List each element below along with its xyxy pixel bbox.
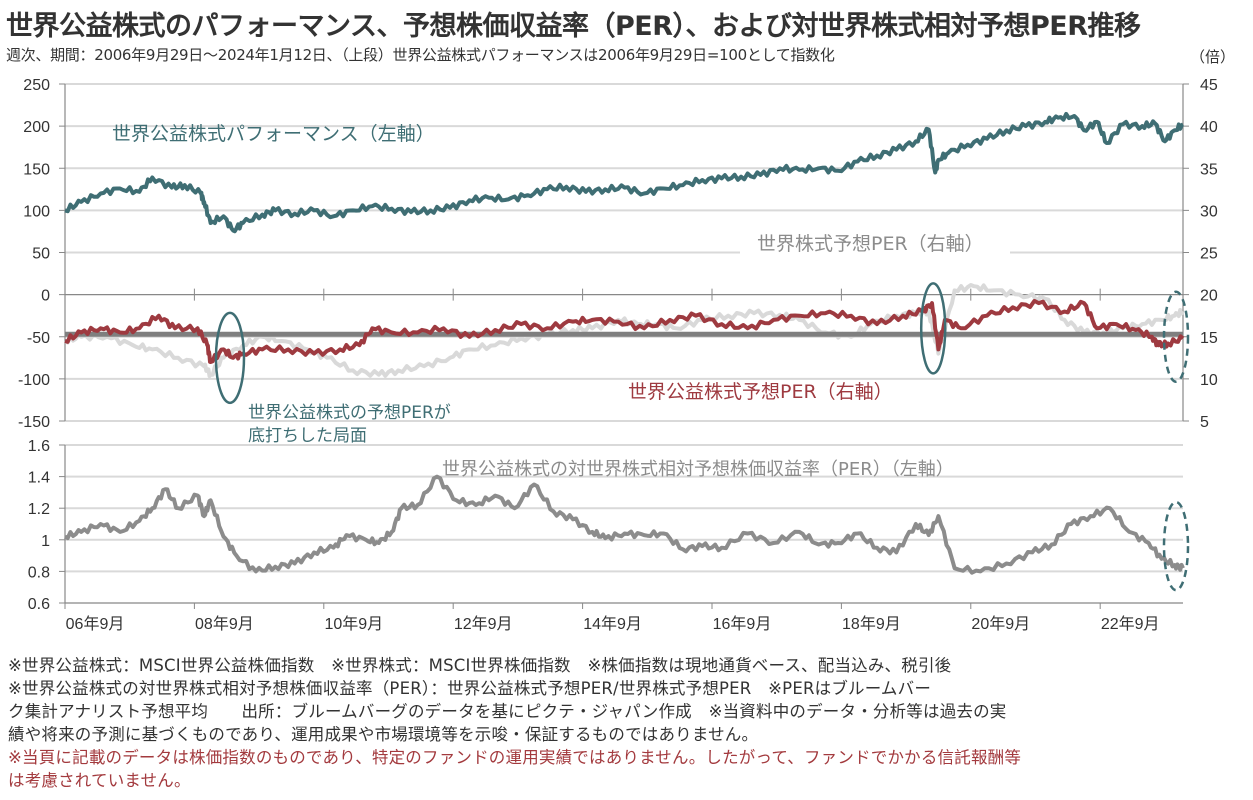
annotations: 世界公益株式パフォーマンス（左軸） 世界株式予想PER（右軸） 世界公益株式予想PE… [112, 123, 984, 480]
x-tick-label: 22年9月 [1101, 615, 1160, 633]
lower-tick-label: 1.4 [28, 470, 50, 487]
footnotes: ※世界公益株式：MSCI世界公益株価指数 ※世界株式：MSCI世界株価指数 ※株… [8, 654, 1248, 792]
left-tick-label: 50 [32, 246, 50, 263]
right-tick-label: 45 [1200, 77, 1218, 94]
axes [59, 83, 1189, 609]
label-utility-per: 世界公益株式予想PER（右軸） [628, 381, 893, 403]
left-tick-label: -100 [18, 372, 50, 389]
footnote-line: ※世界公益株式：MSCI世界公益株価指数 ※世界株式：MSCI世界株価指数 ※株… [8, 656, 952, 675]
series-performance [64, 111, 1184, 234]
right-tick-label: 5 [1200, 414, 1209, 431]
lower-grid [65, 444, 1183, 573]
tick-labels: 250200150100500-50-100-15045403530252015… [18, 77, 1218, 633]
left-tick-label: 250 [23, 77, 50, 94]
lower-tick-label: 1.6 [28, 438, 50, 455]
chart-canvas: 250200150100500-50-100-15045403530252015… [18, 77, 1218, 633]
label-bottom-note-1: 世界公益株式の予想PERが [248, 403, 451, 423]
lower-tick-label: 0.8 [28, 564, 50, 581]
x-tick-label: 08年9月 [195, 615, 254, 633]
x-tick-label: 12年9月 [454, 615, 513, 633]
right-tick-label: 20 [1200, 288, 1218, 305]
highlights [214, 282, 1190, 592]
highlight-ellipse [214, 311, 246, 405]
highlight-ellipse-dashed [1162, 290, 1190, 383]
lower-tick-label: 1 [41, 533, 50, 550]
right-axis-unit: （倍） [1190, 48, 1236, 66]
x-tick-label: 06年9月 [66, 615, 125, 633]
highlight-ellipse [919, 282, 947, 375]
footnote-line: 績や将来の予測に基づくものであり、運用成果や市場環境等を示唆・保証するものではあ… [8, 725, 759, 744]
right-tick-label: 40 [1200, 119, 1218, 136]
series-group [64, 111, 1185, 575]
label-bottom-note-2: 底打ちした局面 [248, 426, 367, 446]
right-tick-label: 15 [1200, 330, 1218, 347]
left-tick-label: 100 [23, 203, 50, 220]
series-relative-per [64, 474, 1185, 575]
upper-grid [65, 83, 1183, 422]
highlight-ellipse-dashed [1162, 500, 1190, 592]
left-tick-label: 200 [23, 119, 50, 136]
x-tick-label: 20年9月 [971, 615, 1030, 633]
right-tick-label: 25 [1200, 246, 1218, 263]
left-tick-label: 150 [23, 161, 50, 178]
chart-subtitle: 週次、期間：2006年9月29日～2024年1月12日、（上段）世界公益株式パフ… [6, 46, 835, 64]
footnote-line: ※世界公益株式の対世界株式相対予想株価収益率（PER）：世界公益株式予想PER/… [8, 679, 932, 698]
series-world-per [64, 283, 1185, 379]
disclaimer-line: は考慮されていません。 [8, 771, 191, 790]
label-relative-per: 世界公益株式の対世界株式相対予想株価収益率（PER）（左軸） [442, 459, 954, 480]
lower-tick-label: 0.6 [28, 596, 50, 613]
left-tick-label: -50 [27, 330, 50, 347]
disclaimer-line: ※当頁に記載のデータは株価指数のものであり、特定のファンドの運用実績ではありませ… [8, 748, 1022, 767]
right-tick-label: 10 [1200, 372, 1218, 389]
right-tick-label: 35 [1200, 161, 1218, 178]
chart-title: 世界公益株式のパフォーマンス、予想株価収益率（PER）、および対世界株式相対予想… [6, 11, 1141, 42]
left-tick-label: -150 [18, 414, 50, 431]
x-tick-label: 18年9月 [842, 615, 901, 633]
x-tick-label: 16年9月 [713, 615, 772, 633]
left-tick-label: 0 [41, 288, 50, 305]
label-performance: 世界公益株式パフォーマンス（左軸） [112, 123, 435, 145]
footnote-line: ク集計アナリスト予想平均 出所：ブルームバーグのデータを基にピクテ・ジャパン作成… [8, 702, 1007, 721]
right-tick-label: 30 [1200, 203, 1218, 220]
x-tick-label: 10年9月 [324, 615, 383, 633]
label-world-per: 世界株式予想PER（右軸） [757, 233, 984, 255]
x-tick-label: 14年9月 [583, 615, 642, 633]
lower-tick-label: 1.2 [28, 501, 50, 518]
